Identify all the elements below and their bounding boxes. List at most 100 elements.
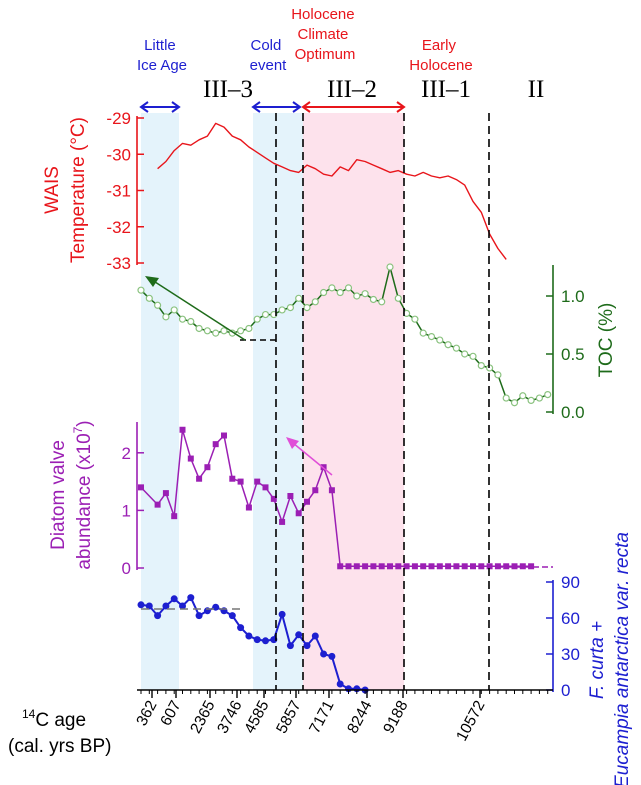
diatom-abundance-point	[254, 478, 261, 485]
zone-label-iii-3: III–3	[203, 76, 253, 103]
toc-point	[519, 392, 527, 400]
toc-point	[220, 327, 228, 335]
diatom-abundance-point	[519, 563, 526, 570]
toc-y-tick-label: 1.0	[561, 287, 585, 306]
fcurta-eucampia-series-line	[140, 596, 366, 691]
diatom-abundance-point	[138, 484, 144, 491]
holocene-climate-optimum-arrow	[301, 101, 406, 113]
toc-point	[477, 362, 485, 370]
toc-point	[544, 391, 552, 399]
cold-event-arrow	[251, 101, 302, 113]
diatom-abundance-point	[237, 478, 244, 485]
diatom-abundance-point	[245, 504, 252, 511]
holocene-climate-optimum-shade	[303, 113, 404, 690]
toc-point	[419, 329, 427, 337]
diatom-abundance-point	[470, 563, 476, 570]
diatom-abundance-y-tick-label: 2	[122, 444, 131, 463]
period-label-cold-event: Cold event	[250, 37, 288, 74]
fcurta-eucampia-point	[162, 602, 170, 610]
period-shading	[141, 113, 404, 690]
toc-point	[137, 286, 145, 294]
toc-point	[328, 284, 336, 292]
fcurta-eucampia-y-tick-label: 30	[561, 645, 580, 664]
toc-point	[444, 341, 452, 349]
toc-point	[170, 306, 178, 314]
toc-point	[353, 292, 361, 300]
fcurta-eucampia-point	[237, 624, 245, 632]
diatom-abundance-point	[362, 563, 369, 570]
diatom-abundance-point	[345, 563, 352, 570]
toc-point	[378, 298, 386, 306]
toc-point	[237, 327, 245, 335]
diatom-abundance-point	[411, 563, 418, 570]
diatom-abundance-point	[378, 563, 385, 570]
toc-y-tick-label: 0.0	[561, 403, 585, 422]
fcurta-eucampia-point	[137, 601, 145, 609]
diatom-abundance-point	[221, 432, 227, 439]
diatom-abundance-point	[428, 563, 435, 570]
toc-point	[311, 298, 319, 306]
diatom-abundance-point	[328, 487, 335, 494]
little-ice-age-arrow	[139, 101, 181, 113]
diatom-abundance-point	[179, 426, 186, 433]
toc-point	[336, 288, 344, 297]
temperature-panel: -29 -30 -31 -32 -33 WAIS Temperature (°C)	[42, 109, 507, 273]
diatom-abundance-point	[453, 563, 460, 570]
toc-point	[245, 324, 253, 333]
period-label-little-ice-age: Little Ice Age	[137, 37, 187, 74]
diatom-axis-title-text: abundance (x10	[74, 433, 95, 569]
diatom-axis-title-line1: Diatom valve	[48, 440, 69, 550]
x-tick-label: 10572	[453, 698, 488, 744]
toc-point	[535, 394, 544, 402]
fcurta-eucampia-point	[286, 642, 294, 650]
diatom-abundance-point	[353, 563, 360, 570]
diatom-abundance-point	[445, 563, 452, 570]
diatom-abundance-point	[370, 563, 377, 570]
x-tick-label: 362	[133, 698, 160, 729]
zone-label-iii-2: III–2	[327, 76, 377, 103]
period-label-early-holocene: Early Holocene	[409, 37, 472, 74]
toc-point	[253, 315, 261, 323]
toc-panel: 0.0 0.5 1.0 TOC (%)	[137, 263, 617, 422]
diatom-abundance-point	[461, 563, 468, 570]
period-labels: Little Ice Age Cold event Holocene Clima…	[137, 6, 473, 74]
diatom-abundance-point	[486, 563, 493, 570]
toc-point	[178, 315, 187, 323]
x-tick-label: 8244	[344, 698, 375, 737]
zone-labels: III–3 III–2 III–1 II	[203, 76, 544, 103]
fcurta-eucampia-point	[170, 595, 178, 603]
diatom-abundance-y-tick-label: 0	[122, 559, 131, 578]
zone-label-ii: II	[528, 76, 545, 103]
toc-point	[162, 313, 170, 321]
diatom-abundance-point	[312, 487, 319, 494]
toc-point	[394, 294, 402, 302]
toc-point	[203, 327, 211, 335]
fcurta-eucampia-y-tick-label: 60	[561, 609, 580, 628]
fcurta-eucampia-point	[253, 636, 261, 644]
temperature-axis-title-line1: WAIS	[42, 166, 63, 214]
fcurta-eucampia-point	[228, 612, 236, 620]
diatom-abundance-point	[229, 475, 236, 482]
x-tick-label: 607	[157, 698, 184, 729]
toc-point	[427, 333, 436, 341]
diatom-axis-title-end: )	[74, 420, 95, 426]
wais-temperature-y-tick-label: -30	[106, 145, 131, 164]
diatom-abundance-point	[262, 484, 269, 491]
toc-point	[261, 310, 270, 319]
x-tick-label: 9188	[380, 698, 411, 736]
toc-point	[145, 294, 153, 302]
diatom-abundance-point	[287, 493, 294, 499]
period-arrows	[139, 101, 406, 113]
x-tick-label: 7171	[306, 698, 337, 736]
toc-point	[212, 329, 220, 337]
toc-point	[320, 288, 328, 297]
toc-point	[436, 336, 444, 344]
fcurta-eucampia-point	[336, 680, 344, 688]
toc-trend-arrow	[145, 276, 246, 341]
diatom-abundance-point	[528, 563, 535, 570]
x-tick-label: 2365	[187, 698, 218, 736]
diatom-abundance-point	[403, 563, 410, 570]
trend-arrows	[145, 276, 333, 476]
